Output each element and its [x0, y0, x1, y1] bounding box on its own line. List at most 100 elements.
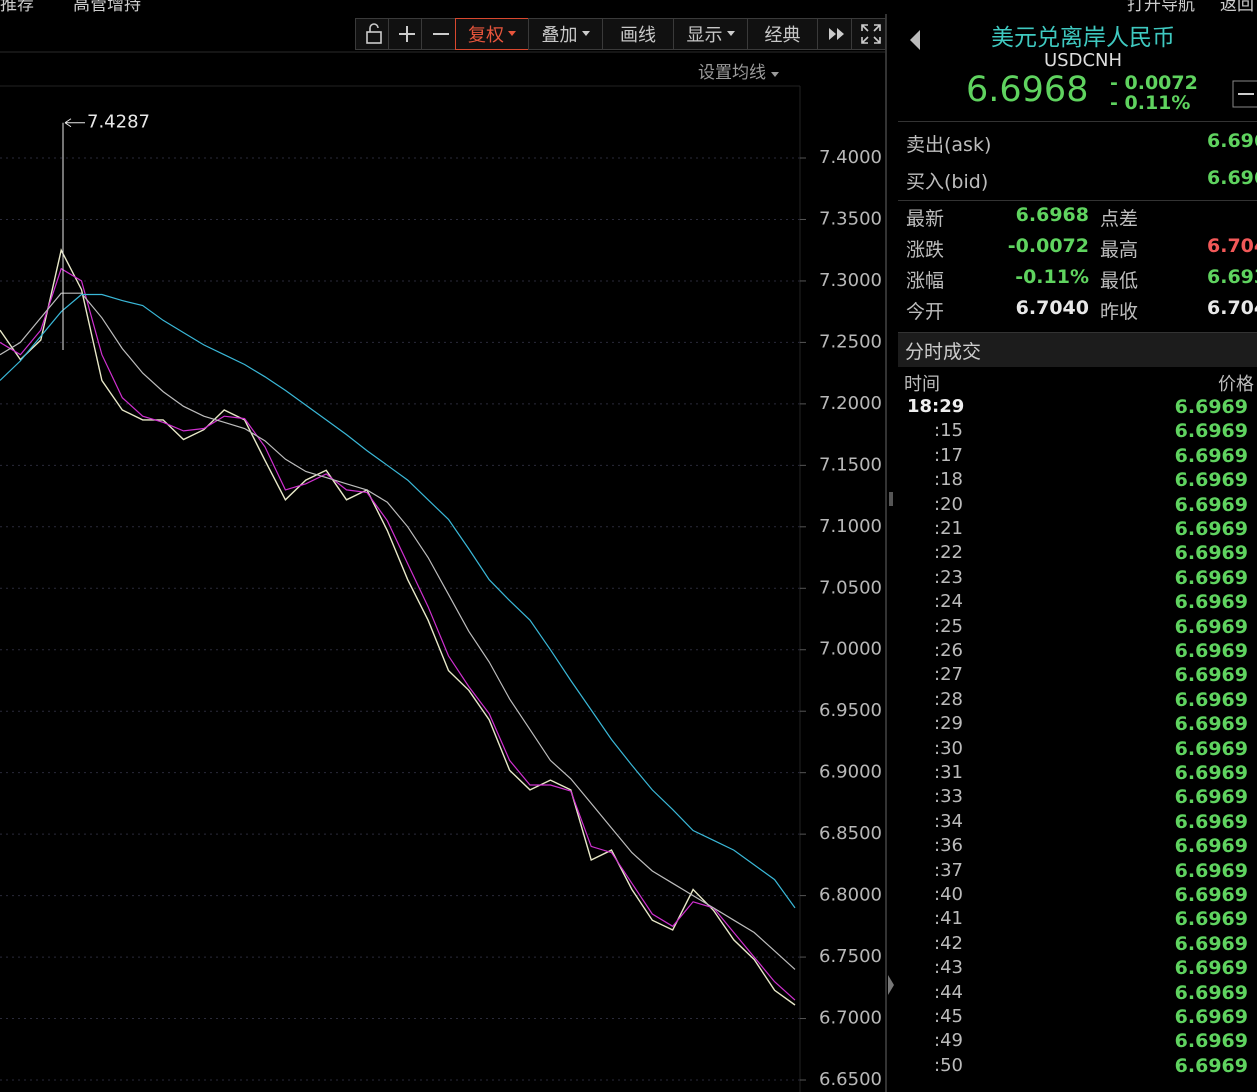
stat-value: 6.693 — [1207, 266, 1257, 288]
zoom-out-button[interactable] — [421, 18, 456, 50]
y-tick-label: 6.9500 — [819, 700, 882, 721]
trade-time: :26 — [934, 640, 963, 661]
rights-button[interactable]: 复权 — [455, 18, 529, 50]
trade-time: :23 — [934, 566, 963, 588]
trade-time: :28 — [934, 688, 963, 710]
collapse-button[interactable] — [1232, 80, 1257, 108]
trade-price: 6.6969 — [1174, 1006, 1248, 1028]
trade-price: 6.6969 — [1174, 493, 1248, 516]
trade-time: :24 — [934, 591, 963, 613]
stat-value: -0.0072 — [1007, 235, 1089, 257]
top-link[interactable]: 返回 — [1220, 0, 1254, 15]
trade-price: 6.6969 — [1174, 786, 1248, 809]
y-tick-label: 6.9000 — [819, 762, 882, 783]
trade-time: :45 — [934, 1006, 963, 1027]
stat-label: 今开 — [906, 301, 945, 323]
trade-time: :30 — [934, 737, 963, 759]
fullscreen-button[interactable] — [851, 18, 886, 50]
price-line — [0, 293, 796, 909]
ma-setting[interactable]: 设置均线 — [698, 58, 780, 83]
y-tick-label: 6.8500 — [819, 823, 882, 844]
trade-time: :17 — [934, 444, 963, 466]
display-button[interactable]: 显示 — [673, 18, 748, 50]
stat-value: 6.7040 — [1015, 297, 1089, 319]
trades-header — [898, 332, 1257, 367]
stat-label: 点差 — [1100, 208, 1139, 230]
y-tick-label: 7.2000 — [819, 393, 882, 414]
ask-label: 卖出(ask) — [906, 134, 992, 156]
trade-time: :29 — [934, 713, 963, 735]
trade-time: :43 — [934, 957, 963, 979]
bid-label: 买入(bid) — [906, 171, 989, 193]
next-button[interactable] — [817, 18, 852, 50]
trade-price: 6.6969 — [1174, 566, 1248, 589]
stat-value: 6.704 — [1207, 297, 1257, 319]
max-label: 7.4287 — [87, 112, 150, 133]
classic-button[interactable]: 经典 — [747, 18, 818, 50]
instrument-name: 美元兑离岸人民币 — [991, 25, 1175, 51]
trade-price: 6.6969 — [1174, 420, 1248, 443]
y-tick-label: 6.8000 — [819, 885, 882, 906]
y-tick-label: 6.6500 — [819, 1069, 882, 1090]
splitter[interactable] — [886, 480, 896, 1020]
trade-time: :41 — [934, 908, 963, 930]
y-tick-label: 6.7000 — [819, 1008, 882, 1029]
price-line — [0, 292, 796, 970]
stat-value: 6.704 — [1207, 235, 1257, 257]
trades-title: 分时成交 — [905, 341, 982, 363]
trade-time: :22 — [934, 542, 963, 564]
trade-price: 6.6969 — [1174, 957, 1248, 980]
chart: 7.4000 7.3500 7.3000 7.2500 7.2000 7.1500 7.10… — [0, 14, 887, 1092]
y-tick-label: 7.0500 — [819, 577, 882, 598]
button-label: 显示 — [686, 25, 723, 46]
price-line — [0, 248, 796, 1006]
trade-price: 6.6969 — [1174, 688, 1248, 711]
trade-price: 6.6969 — [1174, 664, 1248, 687]
trade-time: :21 — [934, 518, 963, 539]
trade-price: 6.6969 — [1174, 1054, 1248, 1077]
column-header: 时间 — [904, 374, 940, 395]
trade-price: 6.6969 — [1174, 518, 1248, 540]
lock-button[interactable] — [355, 18, 389, 50]
trade-price: 6.6969 — [1174, 396, 1248, 418]
trade-price: 6.6969 — [1174, 591, 1248, 614]
quote-panel: 美元兑离岸人民币 USDCNH 6.6968 - 0.0072 - 0.11% … — [898, 14, 1257, 1092]
top-link[interactable]: 打开导航 — [1127, 0, 1195, 15]
y-tick-label: 7.2500 — [819, 331, 882, 352]
trade-time: :36 — [934, 835, 963, 857]
trade-time: :20 — [934, 493, 963, 515]
trade-price: 6.6969 — [1174, 859, 1248, 882]
trade-time: 18:29 — [907, 396, 965, 417]
last-price: 6.6968 — [966, 70, 1089, 110]
y-tick-label: 7.1500 — [819, 454, 882, 475]
trade-time: :42 — [934, 932, 963, 954]
y-tick-label: 7.4000 — [819, 147, 882, 168]
stat-label: 最新 — [906, 208, 945, 230]
max-arrow — [64, 118, 85, 128]
y-tick-label: 7.3500 — [819, 208, 882, 229]
trade-price: 6.6969 — [1174, 762, 1248, 784]
zoom-in-button[interactable] — [388, 18, 422, 50]
stat-value: 6.6968 — [1015, 204, 1089, 226]
stat-label: 昨收 — [1100, 301, 1139, 323]
trade-time: :25 — [934, 615, 963, 637]
y-tick-label: 7.0000 — [819, 639, 882, 660]
draw-button[interactable]: 画线 — [602, 18, 674, 50]
trade-price: 6.6969 — [1174, 981, 1248, 1004]
stat-label: 涨幅 — [906, 270, 945, 292]
button-label: 画线 — [620, 25, 656, 46]
stat-value: -0.11% — [1015, 266, 1089, 288]
trade-time: :33 — [934, 786, 963, 808]
trade-time: :31 — [934, 762, 963, 783]
trade-price: 6.6969 — [1174, 1030, 1248, 1053]
top-link[interactable]: 高管增持 — [73, 0, 141, 15]
trade-price: 6.6969 — [1174, 932, 1248, 955]
overlay-button[interactable]: 叠加 — [528, 18, 603, 50]
trade-time: :40 — [934, 884, 963, 905]
instrument-code: USDCNH — [1043, 50, 1123, 71]
trade-time: :50 — [934, 1054, 963, 1076]
trade-time: :37 — [934, 859, 963, 881]
trade-time: :34 — [934, 810, 963, 832]
prev-arrow[interactable] — [908, 28, 922, 52]
top-link[interactable]: 推荐 — [0, 0, 34, 15]
